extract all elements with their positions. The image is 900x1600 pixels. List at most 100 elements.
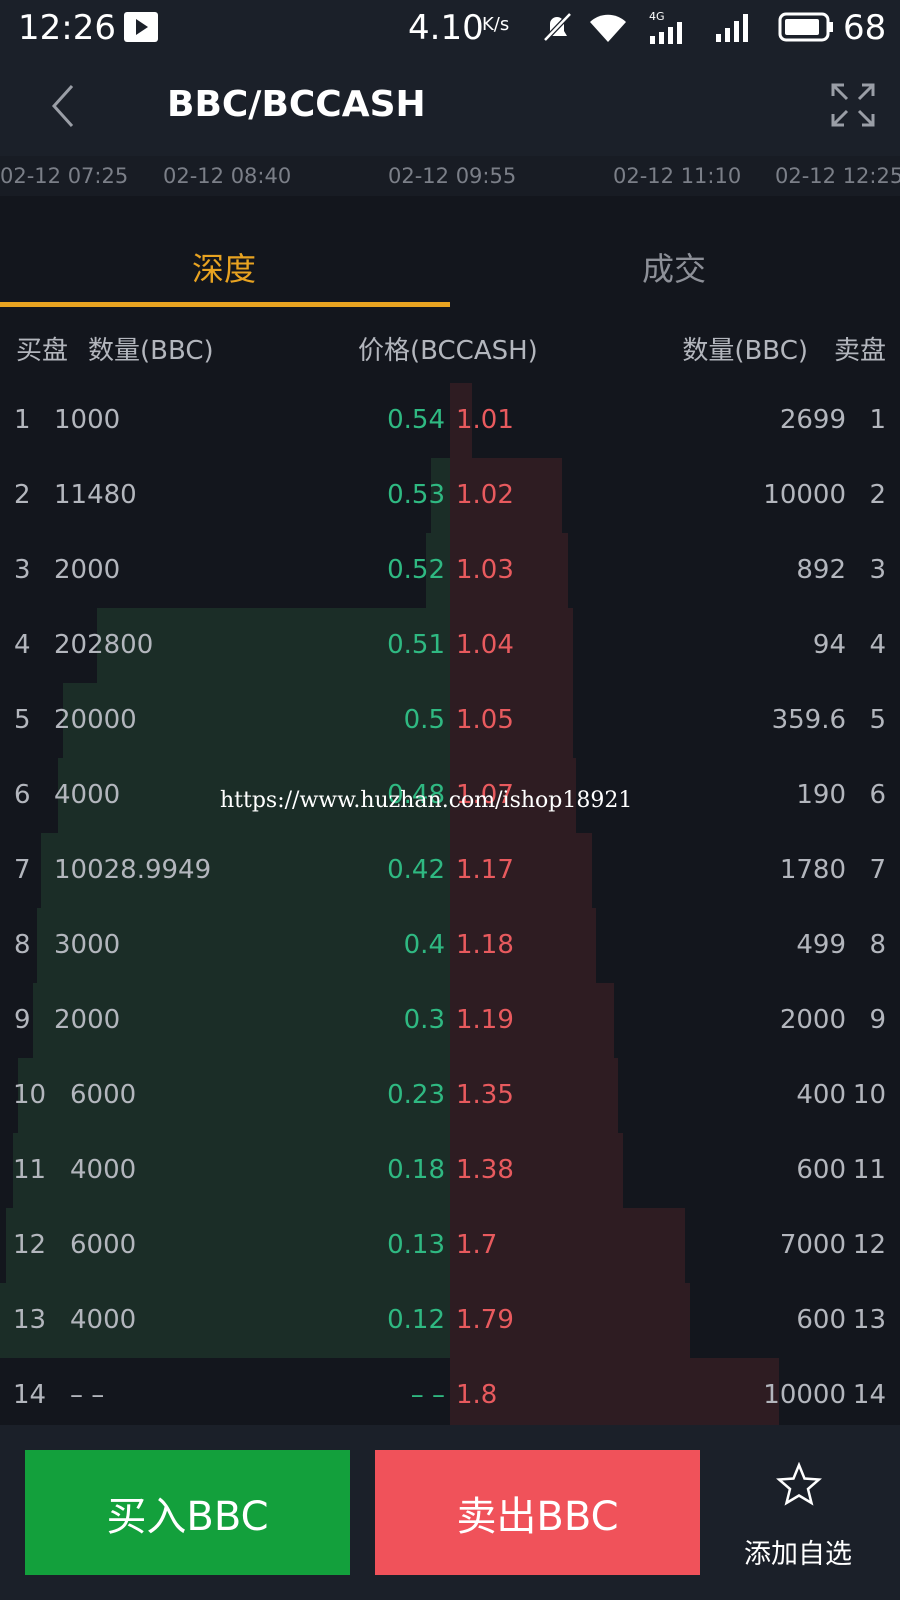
buy-depth [41,833,450,908]
buy-qty: 10028.9949 [54,855,212,885]
sell-depth [450,1358,779,1433]
buy-qty: 6000 [70,1080,137,1110]
time-label: 02-12 09:55 [388,164,517,188]
buy-price: 0.52 [387,555,445,585]
buy-depth [37,908,450,983]
top-bar: 12:26 4.10 K/s 4G 68 BBC/BCCASH [0,0,900,156]
sell-price: 1.79 [456,1305,514,1335]
time-label: 02-12 11:10 [613,164,742,188]
sell-qty: 10000 [763,1380,846,1410]
sell-qty: 10000 [763,480,846,510]
sell-depth [450,908,596,983]
watermark: https://www.huzhan.com/ishop18921 [220,788,633,813]
sell-depth [450,608,573,683]
buy-qty: 3000 [54,930,121,960]
sell-qty: 1780 [779,855,846,885]
sell-qty: 2000 [779,1005,846,1035]
buy-price: 0.42 [387,855,445,885]
sell-index: 14 [852,1380,886,1410]
buy-index: 5 [14,705,31,735]
buy-index: 4 [14,630,31,660]
sell-price: 1.07 [456,780,514,810]
battery-icon [778,12,833,42]
sell-qty: 7000 [779,1230,846,1260]
buy-price: 0.5 [403,705,445,735]
buy-depth [431,458,450,533]
buy-price: – – [410,1380,445,1410]
star-icon[interactable] [776,1462,822,1506]
battery-level: 68 [843,8,887,48]
buy-depth [97,608,450,683]
sell-qty: 94 [812,630,846,660]
buy-index: 10 [13,1080,47,1110]
tab-depth[interactable]: 深度 [192,250,257,288]
pair-title: BBC/BCCASH [167,84,426,125]
sell-index: 11 [852,1155,886,1185]
mute-icon [543,12,572,42]
tab-indicator [0,302,450,307]
buy-index: 14 [13,1380,47,1410]
back-button[interactable] [48,84,78,128]
favorite-button[interactable]: 添加自选 [744,1539,852,1570]
buy-qty: 1000 [54,405,121,435]
buy-qty: 202800 [54,630,154,660]
sell-button[interactable]: 卖出BBC [375,1450,700,1575]
buy-index: 8 [14,930,31,960]
sell-price: 1.02 [456,480,514,510]
sell-price: 1.17 [456,855,514,885]
buy-price: 0.13 [387,1230,445,1260]
sell-price: 1.04 [456,630,514,660]
buy-price: 0.18 [387,1155,445,1185]
sell-qty: 499 [796,930,846,960]
sell-index: 12 [852,1230,886,1260]
buy-depth [426,533,450,608]
buy-qty: – – [70,1380,105,1410]
buy-depth [33,983,450,1058]
sell-depth [450,1133,623,1208]
media-icon [124,12,158,42]
buy-qty: 4000 [54,780,121,810]
buy-index: 11 [13,1155,47,1185]
sell-index: 10 [852,1080,886,1110]
sell-qty: 190 [796,780,846,810]
buy-depth [18,1058,450,1133]
price-header: 价格(BCCASH) [358,336,538,366]
sell-price: 1.05 [456,705,514,735]
buy-qty: 20000 [54,705,137,735]
buy-qty: 4000 [70,1155,137,1185]
sell-depth [450,1283,690,1358]
buy-index: 3 [14,555,31,585]
tab-trades[interactable]: 成交 [642,250,707,288]
buy-qty: 4000 [70,1305,137,1335]
fullscreen-button[interactable] [830,82,876,128]
signal-icon [650,22,682,44]
sell-index: 13 [852,1305,886,1335]
buy-depth [6,1208,450,1283]
sell-depth [450,533,568,608]
sell-index: 4 [869,630,886,660]
sell-index: 7 [869,855,886,885]
buy-qty-header: 数量(BBC) [88,336,214,366]
buy-price: 0.48 [387,780,445,810]
timeline: 02-12 07:25 02-12 08:40 02-12 09:55 02-12 1… [0,156,900,196]
sell-index: 2 [869,480,886,510]
sell-depth [450,833,592,908]
sell-qty: 400 [796,1080,846,1110]
sell-depth [450,758,576,833]
buy-price: 0.4 [403,930,445,960]
sell-depth [450,1208,685,1283]
sell-index: 8 [869,930,886,960]
buy-button[interactable]: 买入BBC [25,1450,350,1575]
sell-depth [450,383,472,458]
buy-price: 0.3 [403,1005,445,1035]
buy-qty: 11480 [54,480,137,510]
buy-price: 0.12 [387,1305,445,1335]
sell-qty: 600 [796,1155,846,1185]
buy-depth [58,758,450,833]
sell-qty: 892 [796,555,846,585]
sell-depth [450,983,614,1058]
sell-depth [450,1058,618,1133]
status-time: 12:26 [18,8,116,48]
